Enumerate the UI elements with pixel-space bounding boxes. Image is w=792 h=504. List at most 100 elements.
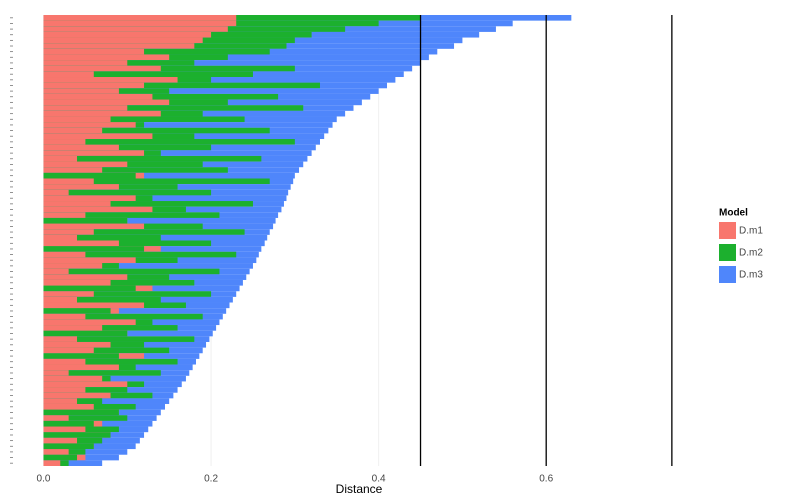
bar xyxy=(43,43,195,49)
bar xyxy=(43,105,128,111)
bar xyxy=(43,229,245,235)
bar xyxy=(43,161,128,168)
bar xyxy=(43,330,213,337)
bar xyxy=(43,201,111,207)
x-tick-label: 0.4 xyxy=(372,474,386,485)
bar xyxy=(43,460,61,466)
bar xyxy=(43,415,128,421)
bar xyxy=(43,133,153,140)
bar xyxy=(43,195,136,202)
bar xyxy=(43,189,69,196)
bar xyxy=(43,122,136,128)
bar xyxy=(43,184,119,190)
bar xyxy=(43,82,320,89)
bar xyxy=(43,364,119,371)
bar xyxy=(43,189,212,196)
bar xyxy=(43,20,237,27)
bar xyxy=(43,65,295,72)
x-axis-label: Distance xyxy=(336,482,383,496)
bar xyxy=(43,172,295,179)
bar xyxy=(43,139,295,145)
bar xyxy=(43,172,136,179)
bar xyxy=(43,88,379,94)
bar xyxy=(43,263,103,269)
bar xyxy=(43,105,304,111)
bar xyxy=(43,88,119,94)
bar xyxy=(43,206,153,213)
bar xyxy=(43,387,86,393)
bar xyxy=(43,116,245,123)
bar xyxy=(43,155,262,162)
bar xyxy=(43,409,119,416)
legend-swatch xyxy=(719,244,736,261)
bar xyxy=(43,212,220,218)
bar xyxy=(43,195,287,202)
bar xyxy=(43,201,253,207)
bar xyxy=(43,437,78,444)
bar xyxy=(43,347,94,354)
bar xyxy=(43,398,78,404)
bar xyxy=(43,178,94,185)
bar xyxy=(43,426,86,433)
bar xyxy=(43,150,312,156)
bar xyxy=(43,308,111,314)
bar xyxy=(43,443,94,450)
bar xyxy=(43,313,203,320)
bar xyxy=(43,26,228,32)
bar xyxy=(43,353,119,359)
bar xyxy=(43,319,136,326)
bar xyxy=(43,381,128,388)
legend-swatch xyxy=(719,266,736,283)
legend-swatch xyxy=(719,222,736,239)
bar xyxy=(43,110,161,117)
bar xyxy=(43,229,94,235)
bar xyxy=(43,60,421,66)
bar xyxy=(43,48,270,55)
bar xyxy=(43,454,78,461)
x-tick-label: 0.0 xyxy=(37,474,51,485)
bar xyxy=(43,144,212,151)
bar xyxy=(43,77,396,83)
bar xyxy=(43,251,86,258)
bar xyxy=(43,71,253,78)
bar xyxy=(43,234,78,241)
bar xyxy=(43,285,136,292)
bar xyxy=(43,54,429,61)
bar xyxy=(43,291,94,297)
bar xyxy=(43,99,170,106)
bar xyxy=(43,432,111,438)
bar xyxy=(43,167,103,173)
legend-title: Model xyxy=(719,208,748,219)
bar xyxy=(43,246,145,252)
bar xyxy=(43,37,203,44)
bar xyxy=(43,302,145,309)
bar xyxy=(43,279,111,286)
bar xyxy=(43,93,279,100)
bar xyxy=(43,296,78,303)
x-tick-label: 0.2 xyxy=(204,474,218,485)
bar xyxy=(43,296,161,303)
bar xyxy=(43,375,103,382)
bar xyxy=(43,15,237,21)
bar xyxy=(43,336,78,342)
bar xyxy=(43,370,69,376)
bar xyxy=(43,144,119,151)
bar xyxy=(43,347,170,354)
bar xyxy=(43,403,94,410)
bar xyxy=(43,358,178,365)
bar xyxy=(43,217,276,224)
bar xyxy=(43,65,161,72)
legend-label: D.m1 xyxy=(739,226,763,237)
bar xyxy=(43,212,86,218)
bar xyxy=(43,449,69,455)
bar xyxy=(43,240,119,247)
bar xyxy=(43,257,136,264)
bar xyxy=(43,48,145,55)
bar xyxy=(43,325,178,331)
bar xyxy=(43,223,145,230)
bar xyxy=(43,139,86,145)
bar xyxy=(43,313,86,320)
bar xyxy=(43,31,212,38)
bar xyxy=(43,240,212,247)
